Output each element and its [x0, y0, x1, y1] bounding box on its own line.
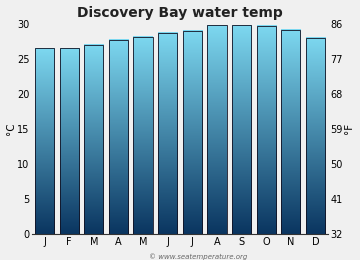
- Bar: [158, 32, 177, 234]
- Title: Discovery Bay water temp: Discovery Bay water temp: [77, 5, 283, 19]
- Text: © www.seatemperature.org: © www.seatemperature.org: [149, 253, 247, 260]
- Bar: [109, 40, 128, 234]
- Bar: [183, 30, 202, 234]
- Bar: [232, 25, 251, 234]
- Bar: [207, 25, 226, 234]
- Bar: [59, 48, 79, 234]
- Bar: [134, 37, 153, 234]
- Bar: [306, 37, 325, 234]
- Y-axis label: °F: °F: [345, 123, 355, 134]
- Bar: [281, 30, 301, 234]
- Bar: [35, 48, 54, 234]
- Bar: [257, 25, 276, 234]
- Bar: [84, 44, 103, 234]
- Y-axis label: °C: °C: [5, 122, 15, 135]
